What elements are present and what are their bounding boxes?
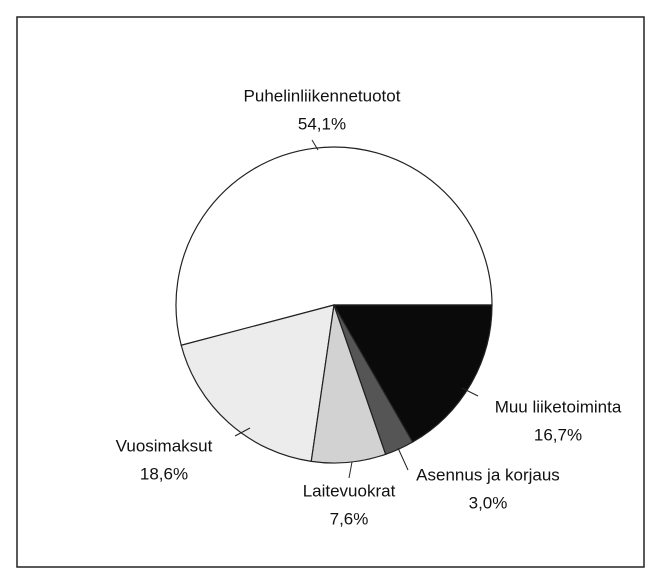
- slice-label: Vuosimaksut: [116, 436, 213, 455]
- slice-value-label: 3,0%: [469, 493, 508, 512]
- leader-line: [397, 447, 409, 471]
- slice-label: Asennus ja korjaus: [416, 465, 560, 484]
- slice-value-label: 16,7%: [534, 425, 582, 444]
- leader-line: [348, 461, 353, 479]
- slice-label: Laitevuokrat: [303, 481, 396, 500]
- slice-value-label: 54,1%: [298, 114, 346, 133]
- slice-value-label: 18,6%: [140, 464, 188, 483]
- pie-slice: [175, 146, 493, 346]
- leader-line: [234, 427, 251, 437]
- pie-slice: [332, 304, 493, 443]
- slice-label: Muu liiketoiminta: [495, 397, 622, 416]
- slice-value-label: 7,6%: [330, 509, 369, 528]
- leader-line: [311, 139, 319, 151]
- slice-label: Puhelinliikennetuotot: [244, 86, 401, 105]
- pie-slice: [180, 304, 335, 463]
- leader-line: [461, 387, 479, 397]
